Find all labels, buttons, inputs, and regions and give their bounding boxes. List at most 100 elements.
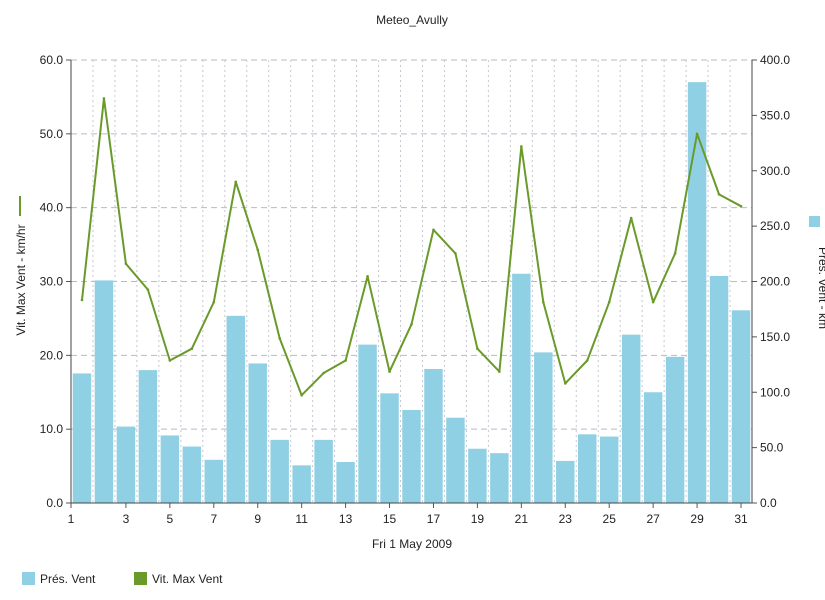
x-axis-title: Fri 1 May 2009 — [372, 537, 452, 551]
bar-pres-vent — [665, 356, 685, 503]
y-axis-right-tick-label: 300.0 — [760, 164, 790, 178]
legend-swatch-pres-vent — [22, 572, 35, 585]
point-vit-max-vent — [322, 371, 325, 375]
x-axis-tick-label: 3 — [123, 512, 130, 526]
point-vit-max-vent — [80, 298, 84, 302]
x-axis-tick-label: 29 — [690, 512, 704, 526]
bar-pres-vent — [512, 273, 531, 503]
y-axis-left-tick-label: 0.0 — [46, 496, 63, 510]
bar-pres-vent — [731, 310, 751, 503]
x-axis-tick-label: 31 — [734, 512, 748, 526]
point-vit-max-vent — [344, 359, 347, 362]
point-vit-max-vent — [102, 97, 106, 100]
point-vit-max-vent — [410, 323, 413, 326]
y-axis-right-title-group: Prés. Vent - km — [809, 216, 825, 329]
y-axis-left-title-group: Vit. Max Vent - km/hr — [14, 196, 28, 336]
x-axis-tick-label: 25 — [603, 512, 617, 526]
point-vit-max-vent — [234, 180, 238, 184]
y-axis-right-tick-label: 50.0 — [760, 441, 784, 455]
y-axis-left-tick-label: 10.0 — [40, 422, 64, 436]
bar-pres-vent — [643, 392, 663, 503]
y-axis-right-title: Prés. Vent - km — [816, 247, 825, 329]
bar-pres-vent — [687, 82, 707, 504]
bar-pres-vent — [446, 417, 465, 503]
bar-pres-vent — [72, 373, 92, 503]
x-axis-tick-label: 13 — [339, 512, 353, 526]
point-vit-max-vent — [212, 300, 216, 304]
x-axis-tick-label: 9 — [254, 512, 261, 526]
x-axis-tick-label: 27 — [646, 512, 660, 526]
bar-pres-vent — [556, 460, 575, 503]
point-vit-max-vent — [629, 216, 633, 220]
bar-pres-vent — [292, 465, 311, 503]
point-vit-max-vent — [563, 382, 567, 385]
gridlines — [71, 59, 752, 503]
x-axis-tick-label: 17 — [427, 512, 441, 526]
point-vit-max-vent — [300, 393, 303, 397]
point-vit-max-vent — [454, 252, 457, 255]
point-vit-max-vent — [585, 359, 589, 362]
point-vit-max-vent — [651, 300, 655, 304]
bar-pres-vent — [314, 439, 333, 503]
x-axis-tick-label: 23 — [559, 512, 573, 526]
y-axis-left-tick-label: 20.0 — [40, 348, 64, 362]
y-axis-left-tick-label: 30.0 — [40, 275, 64, 289]
bar-pres-vent — [226, 315, 245, 503]
point-vit-max-vent — [542, 300, 545, 304]
bar-pres-vent — [182, 446, 202, 503]
bar-pres-vent — [424, 368, 443, 503]
bar-pres-vent — [709, 275, 729, 503]
legend-label-vit-max-vent: Vit. Max Vent — [152, 572, 223, 586]
y-axis-right-tick-label: 100.0 — [760, 385, 790, 399]
y-axis-right-tick-label: 400.0 — [760, 53, 790, 67]
bar-pres-vent — [621, 334, 641, 503]
bar-pres-vent — [138, 370, 158, 503]
point-vit-max-vent — [190, 347, 194, 350]
x-axis-tick-label: 5 — [167, 512, 174, 526]
point-vit-max-vent — [717, 193, 721, 196]
y-axis-right-legend-square — [809, 216, 820, 227]
y-axis-right-tick-label: 200.0 — [760, 275, 790, 289]
bar-pres-vent — [248, 363, 267, 503]
point-vit-max-vent — [432, 228, 435, 232]
bar-series — [72, 82, 751, 504]
bar-pres-vent — [94, 280, 114, 503]
bar-pres-vent — [358, 344, 377, 503]
axes — [66, 59, 757, 508]
y-axis-left-title: Vit. Max Vent - km/hr — [14, 224, 28, 335]
bar-pres-vent — [468, 448, 487, 503]
legend: Prés. Vent Vit. Max Vent — [22, 572, 223, 586]
bar-pres-vent — [402, 409, 421, 503]
bar-pres-vent — [160, 435, 180, 503]
point-vit-max-vent — [695, 132, 699, 136]
point-vit-max-vent — [146, 288, 150, 291]
bar-pres-vent — [490, 453, 509, 503]
y-axis-left-tick-label: 50.0 — [40, 127, 64, 141]
point-vit-max-vent — [388, 370, 391, 373]
tick-labels: 0.0 10.0 20.0 30.0 40.0 50.0 60.0 0.0 50.0 100.0 1… — [40, 53, 791, 526]
bar-pres-vent — [380, 393, 399, 503]
bar-pres-vent — [599, 436, 619, 503]
x-axis-tick-label: 11 — [295, 512, 308, 526]
point-vit-max-vent — [124, 262, 128, 266]
bar-pres-vent — [116, 426, 136, 503]
y-axis-left-tick-label: 60.0 — [40, 53, 64, 67]
point-vit-max-vent — [520, 145, 523, 148]
y-axis-right-tick-label: 250.0 — [760, 219, 790, 233]
point-vit-max-vent — [673, 252, 677, 255]
line-series — [80, 97, 743, 397]
bar-pres-vent — [270, 439, 289, 503]
bar-pres-vent — [336, 462, 355, 503]
y-axis-left-tick-label: 40.0 — [40, 201, 64, 215]
bar-pres-vent — [534, 352, 553, 503]
y-axis-right-tick-label: 0.0 — [760, 496, 777, 510]
legend-label-pres-vent: Prés. Vent — [40, 572, 96, 586]
x-axis-tick-label: 15 — [383, 512, 397, 526]
x-axis-tick-label: 7 — [210, 512, 217, 526]
point-vit-max-vent — [739, 204, 743, 208]
point-vit-max-vent — [256, 248, 260, 252]
point-vit-max-vent — [607, 300, 611, 304]
legend-swatch-vit-max-vent — [134, 572, 147, 585]
chart-title: Meteo_Avully — [376, 13, 448, 27]
